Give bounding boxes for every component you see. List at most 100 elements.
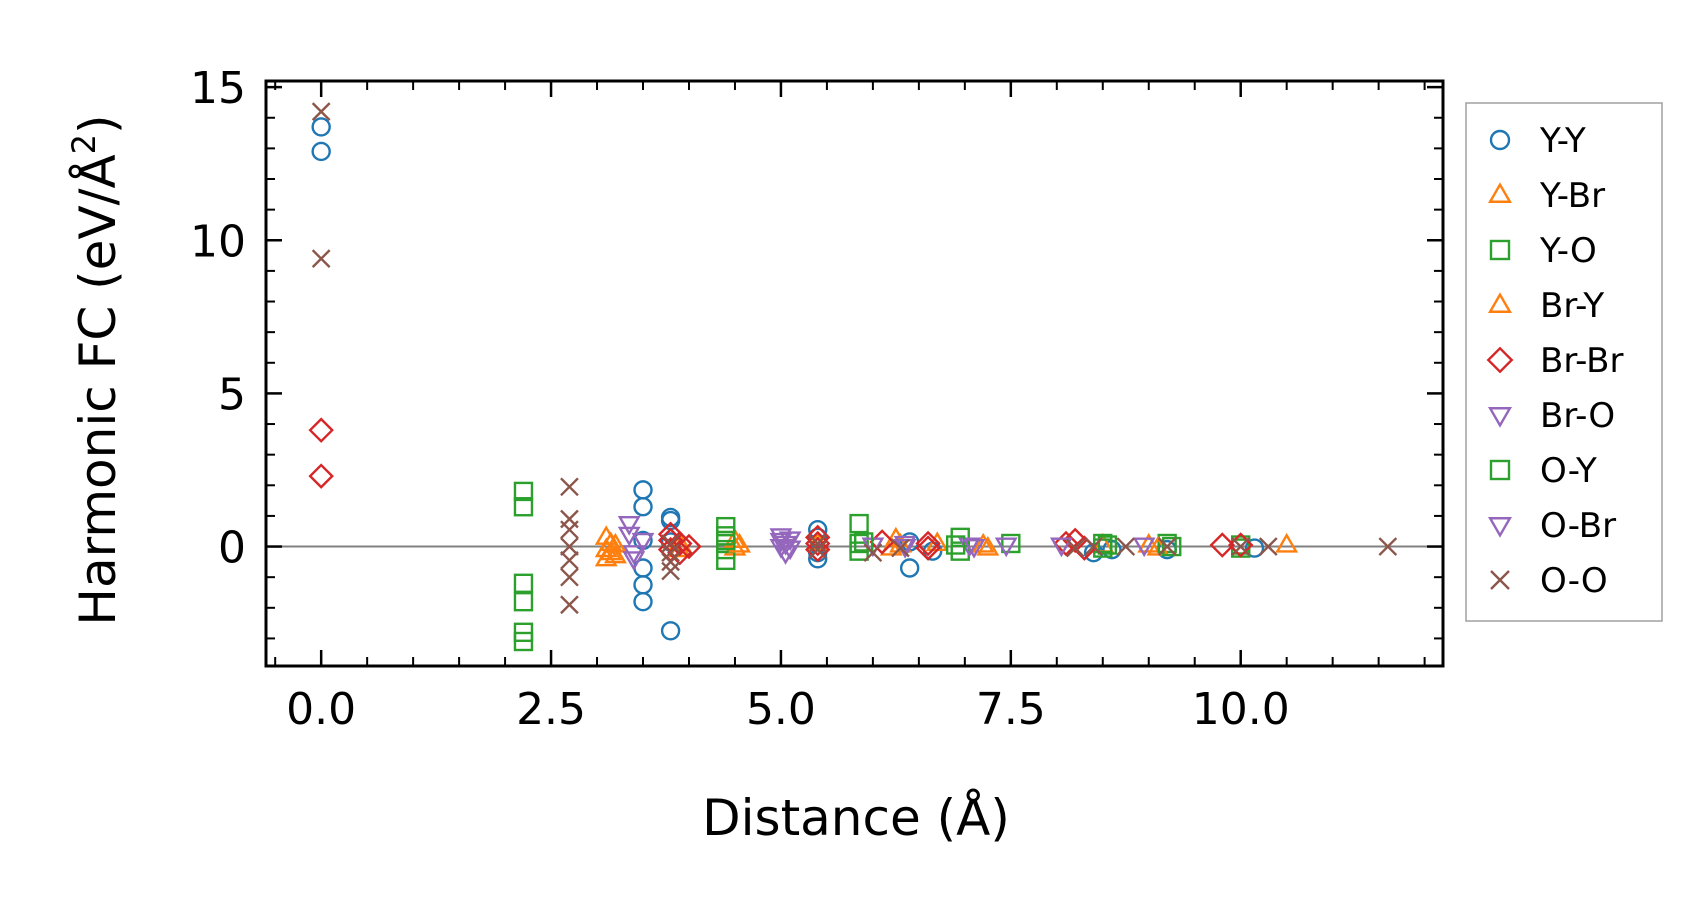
y-axis-title-superscript: 2 (65, 134, 103, 154)
data-point-y-o (716, 550, 736, 571)
x-tick-label: 7.5 (976, 684, 1046, 735)
data-point-y-y (660, 621, 681, 641)
data-point-br-br (804, 536, 831, 563)
data-point-br-br (667, 539, 693, 566)
data-point-br-o (778, 540, 802, 561)
data-point-o-y (853, 532, 874, 552)
y-axis-title: Harmonic FC (eV/Å2) (65, 114, 127, 625)
data-point-o-br (962, 538, 986, 559)
legend-marker-br-o (1488, 407, 1512, 428)
data-point-y-o (1001, 533, 1021, 554)
data-point-o-o (1116, 537, 1136, 556)
data-point-o-y (716, 530, 736, 551)
data-point-br-br (676, 533, 702, 560)
y-tick-label: 5 (218, 369, 246, 420)
data-point-y-br (603, 543, 627, 564)
legend-marker-y-y (1489, 129, 1511, 151)
data-point-br-o (1049, 537, 1073, 558)
data-point-y-o (513, 631, 534, 652)
data-point-o-o (661, 534, 680, 553)
data-point-br-br (804, 530, 831, 557)
plot-border (264, 79, 1445, 668)
data-point-br-o (622, 551, 646, 571)
data-point-y-br (971, 532, 995, 553)
data-point-y-o (513, 591, 534, 612)
data-point-o-y (1162, 536, 1182, 557)
data-point-o-o (560, 520, 579, 540)
data-point-y-o (849, 513, 869, 534)
data-point-br-y (599, 531, 623, 552)
legend-label-br-br: Br-Br (1540, 341, 1624, 381)
legend-label-o-o: O-O (1540, 561, 1608, 601)
legend-label-br-y: Br-Y (1540, 286, 1604, 326)
data-point-y-y (633, 497, 653, 517)
data-point-br-o (774, 545, 797, 565)
legend-marker-y-o (1489, 239, 1511, 261)
data-point-y-y (899, 558, 920, 578)
data-point-y-br (1275, 532, 1299, 553)
data-point-o-y (1097, 535, 1118, 555)
data-point-o-o (560, 477, 579, 497)
data-point-br-br (667, 530, 693, 557)
y-tick-label: 0 (218, 523, 246, 574)
legend-marker-o-br (1488, 517, 1512, 538)
legend-label-o-br: O-Br (1540, 506, 1616, 546)
series-o-o (311, 102, 1398, 615)
x-axis-title: Distance (Å) (702, 789, 1010, 847)
data-point-br-o (1132, 537, 1156, 558)
y-axis-title-tail: ) (69, 114, 127, 134)
y-tick-label: 15 (190, 63, 246, 114)
data-point-o-o (863, 543, 883, 563)
legend-label-o-y: O-Y (1540, 451, 1597, 491)
data-point-y-y (808, 527, 828, 548)
data-point-o-o (661, 543, 680, 563)
plot-area (264, 79, 1445, 668)
axes-layer: 0.0 2.5 5.0 7.5 10.0 0 5 10 15 (190, 63, 1443, 735)
data-point-o-o (1258, 537, 1278, 556)
data-point-br-br (915, 530, 941, 557)
x-tick-label: 10.0 (1192, 684, 1290, 735)
data-point-br-br (308, 417, 334, 443)
data-point-o-o (808, 540, 828, 559)
x-tick-label: 5.0 (746, 684, 816, 735)
series-y-y (311, 117, 1265, 641)
data-point-o-o (1231, 537, 1251, 556)
data-points-layer (308, 102, 1398, 652)
data-point-o-o (661, 552, 680, 572)
legend-label-br-o: Br-O (1540, 396, 1615, 436)
data-point-o-o (311, 102, 331, 121)
data-point-y-y (1244, 538, 1265, 558)
data-point-o-o (1084, 537, 1103, 556)
data-point-o-o (1065, 538, 1085, 558)
data-point-o-o (560, 537, 579, 556)
legend-marker-br-y (1488, 292, 1512, 313)
data-point-br-br (1227, 532, 1254, 558)
data-point-br-br (1209, 532, 1236, 558)
legend-marker-o-o (1490, 570, 1510, 590)
data-point-y-y (633, 575, 653, 595)
data-point-y-y (633, 480, 653, 500)
data-point-o-o (560, 550, 579, 570)
legend-marker-y-br (1488, 182, 1512, 203)
series-y-o (513, 481, 1251, 652)
data-point-y-br (1137, 532, 1161, 553)
series-o-y (716, 530, 1182, 557)
data-point-br-o (893, 535, 917, 556)
data-point-o-o (661, 561, 680, 581)
data-point-br-y (879, 535, 903, 556)
legend-label-y-o: Y-O (1539, 231, 1597, 271)
data-point-br-o (994, 537, 1018, 558)
data-point-o-o (560, 595, 579, 615)
data-point-o-o (1378, 537, 1398, 556)
data-point-br-o (617, 516, 641, 536)
legend-marker-o-y (1489, 459, 1511, 481)
x-tick-label: 2.5 (516, 684, 586, 735)
data-point-o-br (631, 532, 655, 553)
data-point-y-o (513, 481, 534, 502)
data-point-br-y (976, 535, 1000, 556)
data-point-y-o (513, 573, 534, 594)
y-axis-title-main: Harmonic FC (eV/Å (69, 154, 127, 625)
x-tick-label: 0.0 (286, 684, 356, 735)
data-point-br-y (599, 540, 623, 561)
